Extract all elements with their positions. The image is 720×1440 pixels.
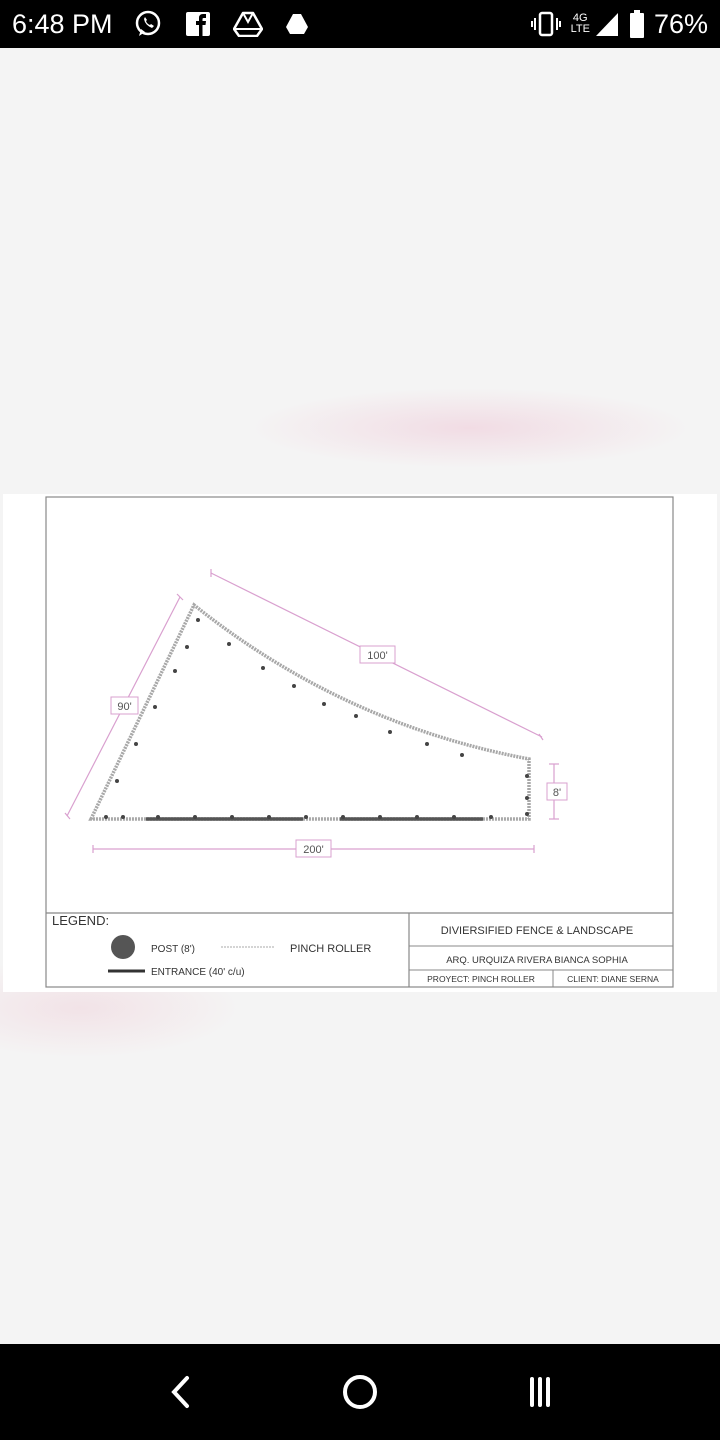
drive-icon — [232, 11, 263, 37]
vibrate-icon — [530, 11, 561, 37]
fence-posts — [104, 618, 529, 819]
fence-outline — [88, 602, 531, 821]
legend-post-label: POST (8') — [151, 944, 195, 955]
status-time: 6:48 PM — [12, 8, 113, 39]
battery-icon — [629, 10, 644, 38]
title-company: DIVIERSIFIED FENCE & LANDSCAPE — [441, 925, 634, 937]
dimension-label-bottom: 200' — [303, 844, 323, 856]
back-icon — [171, 1376, 189, 1408]
legend-entrance-label: ENTRANCE (40' c/u) — [151, 967, 245, 978]
image-viewer[interactable]: 90' 100' 8' 200' — [0, 48, 720, 1344]
dimension-label-top: 100' — [367, 650, 387, 662]
status-bar: 6:48 PM 4G LTE — [0, 0, 720, 48]
home-button[interactable] — [300, 1344, 420, 1440]
legend-post-symbol — [111, 935, 135, 959]
legend-title: LEGEND: — [52, 913, 109, 928]
facebook-icon — [185, 12, 210, 36]
battery-percent: 76% — [653, 8, 708, 39]
fence-plan-drawing: 90' 100' 8' 200' — [45, 496, 674, 988]
recents-icon — [530, 1377, 550, 1407]
back-button[interactable] — [120, 1344, 240, 1440]
title-architect: ARQ. URQUIZA RIVERA BIANCA SOPHIA — [446, 955, 628, 966]
recents-button[interactable] — [480, 1344, 600, 1440]
fence-plan-image[interactable]: 90' 100' 8' 200' — [3, 494, 717, 992]
title-project: PROYECT: PINCH ROLLER — [427, 974, 535, 984]
signal-icon — [595, 13, 618, 36]
title-client: CLIENT: DIANE SERNA — [567, 974, 659, 984]
home-icon — [343, 1375, 377, 1409]
dimension-label-left: 90' — [117, 701, 131, 713]
whatsapp-icon — [135, 10, 160, 36]
network-type: 4G LTE — [570, 12, 590, 35]
navigation-bar — [0, 1344, 720, 1440]
dimension-label-right: 8' — [553, 787, 561, 799]
legend-pinch-roller-label: PINCH ROLLER — [290, 943, 371, 955]
drawing-frame — [45, 496, 674, 988]
drive-filled-icon — [285, 14, 308, 34]
